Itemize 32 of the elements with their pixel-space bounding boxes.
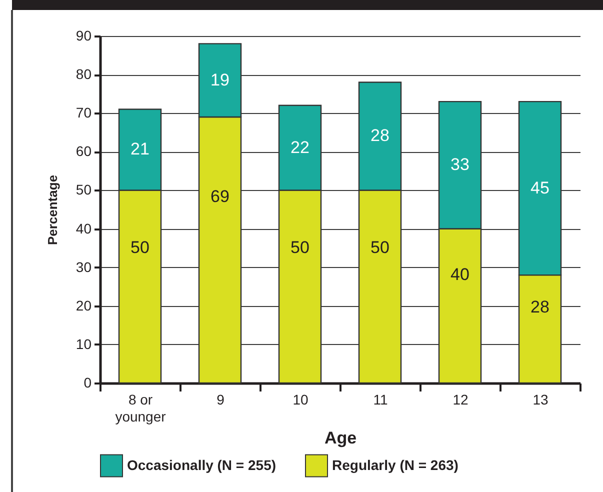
x-tick-label: 10 xyxy=(292,392,308,408)
data-label: 28 xyxy=(370,126,390,146)
x-tick-label: 8 or younger xyxy=(115,392,166,424)
data-label: 69 xyxy=(210,186,230,206)
data-label: 21 xyxy=(130,140,150,159)
data-label: 40 xyxy=(450,265,470,284)
y-tick-label: 10 xyxy=(76,336,92,352)
data-label: 45 xyxy=(530,178,550,198)
y-tick-label: 40 xyxy=(76,220,92,236)
legend-label: Occasionally (N = 255) xyxy=(127,456,276,473)
data-label: 50 xyxy=(130,238,150,258)
y-tick-label: 60 xyxy=(76,143,92,160)
y-tick-label: 30 xyxy=(76,258,92,275)
data-label: 22 xyxy=(290,138,310,157)
data-label: 50 xyxy=(290,238,310,258)
data-label: 33 xyxy=(450,155,470,174)
y-axis-title: Percentage xyxy=(44,174,60,246)
data-label: 50 xyxy=(370,238,390,258)
y-tick-label: 90 xyxy=(76,28,92,44)
data-label: 19 xyxy=(210,70,230,90)
legend-label: Regularly (N = 263) xyxy=(332,456,458,473)
y-tick-label: 20 xyxy=(76,297,92,314)
y-tick-label: 70 xyxy=(76,104,92,121)
y-tick-label: 50 xyxy=(76,182,92,198)
y-tick-label: 0 xyxy=(84,374,92,390)
x-axis-title: Age xyxy=(324,428,357,448)
x-tick-label: 11 xyxy=(373,392,388,408)
data-label: 28 xyxy=(530,297,550,316)
x-tick-label: 9 xyxy=(216,392,225,408)
x-tick-label: 13 xyxy=(532,392,548,408)
x-tick-label: 12 xyxy=(452,392,468,408)
y-tick-label: 80 xyxy=(76,66,92,82)
